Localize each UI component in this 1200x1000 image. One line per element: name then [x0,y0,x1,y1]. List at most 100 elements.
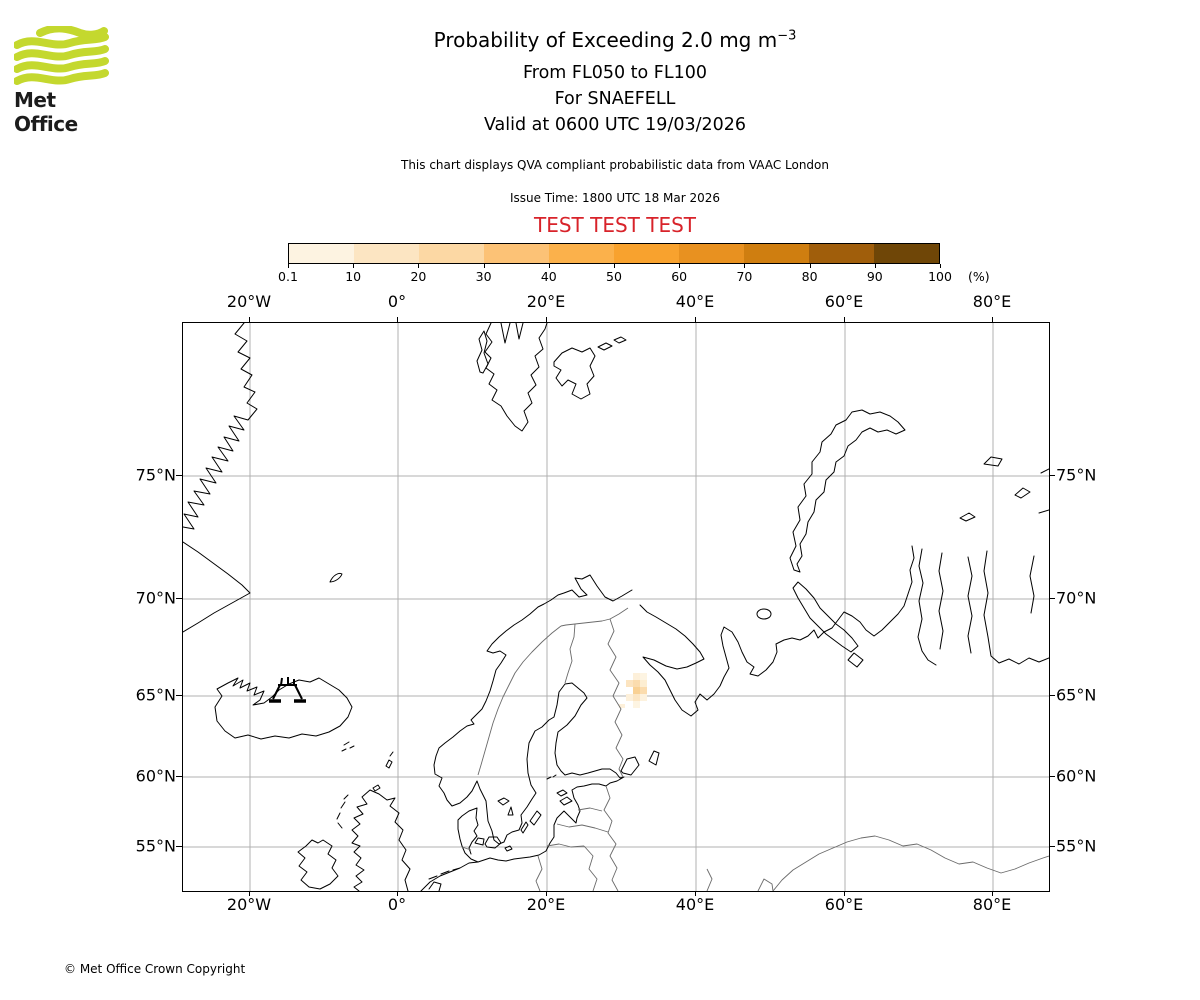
colorbar-tick [614,264,615,268]
lat-label-left: 75°N [135,465,176,485]
colorbar-segment [354,244,419,263]
axis-tick [844,317,845,322]
colorbar-segment [419,244,484,263]
coastline-danish-isles [475,837,512,851]
chart-title: Probability of Exceeding 2.0 mg m−3 [182,28,1048,52]
colorbar-tick-label: 70 [736,269,753,284]
lake-ladoga-onega [621,751,659,775]
border-norway-finland-russia [561,608,628,626]
colorbar-segment [289,244,354,263]
lon-label-top: 20°E [526,292,566,311]
axis-tick [176,776,182,777]
colorbar-tick-label: 60 [671,269,688,284]
axis-tick [176,846,182,847]
ash-cell [633,673,640,680]
axis-tick [844,891,845,896]
lon-label-bottom: 40°E [675,895,715,914]
lat-label-left: 55°N [135,836,176,856]
probability-colorbar [288,243,940,264]
qva-note: This chart displays QVA compliant probab… [401,158,829,172]
border-denmark-germany [462,847,471,850]
colorbar-segment [809,244,874,263]
axis-tick [695,317,696,322]
axis-tick [176,598,182,599]
colorbar-tick [288,264,289,268]
colorbar-tick-label: 20 [410,269,427,284]
colorbar-tick-label: 90 [866,269,883,284]
axis-tick [546,317,547,322]
border-finland-russia [608,619,623,777]
lat-label-left: 60°N [135,766,176,786]
coastline-kolguev [757,609,771,619]
graticule [183,323,1049,891]
lon-label-bottom: 20°E [526,895,566,914]
coastline-novaya-zemlya-south [793,582,858,652]
coastline-faroe [342,742,354,751]
colorbar-tick-label: 10 [345,269,362,284]
lon-label-bottom: 20°W [226,895,272,914]
axis-tick [397,317,398,322]
coastline-svalbard-fjords [501,323,523,343]
ash-cell [633,687,640,694]
axis-tick [992,891,993,896]
border-bottom-misc [707,869,773,891]
lat-label-right: 60°N [1056,766,1097,786]
subtitle-valid-time: Valid at 0600 UTC 19/03/2026 [483,115,747,135]
colorbar-tick-label: 50 [606,269,622,284]
axis-tick [1049,475,1055,476]
coastline-greenland [183,323,257,632]
subtitle-volcano: For SNAEFELL [554,89,676,109]
lat-label-right: 65°N [1056,685,1097,705]
lon-label-top: 60°E [824,292,864,311]
met-office-logo: Met Office [14,26,124,136]
axis-tick [695,891,696,896]
axis-tick [1049,776,1055,777]
colorbar-tick [353,264,355,268]
lat-label-right: 70°N [1056,588,1097,608]
border-norway-sweden [478,626,561,775]
colorbar-segment [744,244,809,263]
ash-cell [640,694,647,701]
colorbar-tick-label: 100 [928,269,952,284]
colorbar-unit-label: (%) [968,269,990,284]
coastline-ireland [298,840,338,889]
axis-tick [1049,695,1055,696]
lon-label-top: 20°W [226,292,272,311]
coastline-ob-estuary [918,549,1049,665]
colorbar-tick [940,264,941,268]
test-banner: TEST TEST TEST [533,213,696,237]
ash-cell [626,694,633,701]
axis-tick [1049,598,1055,599]
ash-cell [619,704,625,708]
axis-tick [176,475,182,476]
coastline-iceland [215,678,352,739]
ash-cell [626,680,633,687]
lon-label-bottom: 60°E [824,895,864,914]
coastline-arctic-islands [960,457,1049,521]
ash-cell [640,687,647,694]
coastline-kola-white-sea [640,546,914,716]
lon-label-bottom: 0° [387,895,407,914]
colorbar-tick-label: 80 [801,269,818,284]
coastline-jan-mayen [330,573,342,582]
colorbar-tick [744,264,746,268]
lat-label-right: 55°N [1056,836,1097,856]
volcano-marker [269,677,306,701]
colorbar-tick [483,264,485,268]
lon-label-top: 80°E [972,292,1012,311]
ash-cell [633,680,640,687]
lake-vanern-vattern [498,798,513,815]
coastline-estonian-isles [547,775,572,805]
colorbar-tick-label: 30 [475,269,492,284]
axis-tick [992,317,993,322]
colorbar-segment [614,244,679,263]
lon-label-top: 0° [387,292,407,311]
coastline-britain [352,790,410,891]
coastline-scottish-isles [337,752,393,828]
border-sweden-finland [565,624,575,683]
ash-cell [633,701,640,708]
axis-tick [176,695,182,696]
ash-cell [633,694,640,701]
logo-wordmark: Met Office [14,88,78,136]
